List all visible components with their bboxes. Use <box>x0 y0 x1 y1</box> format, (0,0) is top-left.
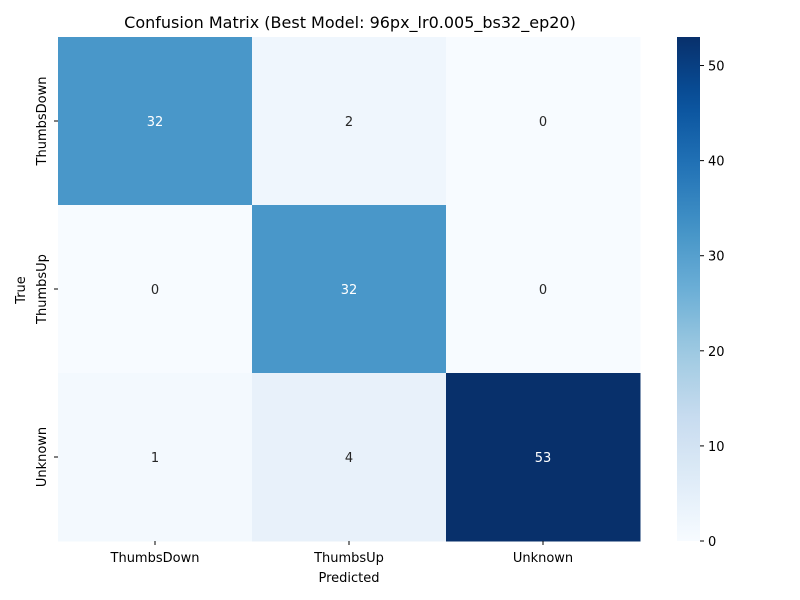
cell-value-label: 53 <box>535 451 552 466</box>
colorbar-ticks: 0 10 20 30 40 50 <box>700 60 725 550</box>
heatmap-cell <box>446 373 641 542</box>
cell-value-label: 32 <box>147 115 164 130</box>
cell-value-label: 0 <box>151 283 159 298</box>
heatmap-cell <box>252 205 447 374</box>
y-axis-label: True <box>14 276 29 305</box>
cell-value-label: 32 <box>341 283 358 298</box>
y-axis-ticks: ThumbsDown ThumbsUp Unknown <box>35 77 58 487</box>
x-tick-label: ThumbsDown <box>110 551 200 566</box>
colorbar-tick-label: 50 <box>708 60 725 75</box>
heatmap-cell <box>446 205 641 374</box>
heatmap-cell <box>446 37 641 206</box>
heatmap-cell <box>58 37 253 206</box>
y-tick-label: ThumbsUp <box>35 254 50 325</box>
colorbar-tick-label: 0 <box>708 535 716 550</box>
cell-value-label: 1 <box>151 451 159 466</box>
heatmap-cell <box>252 373 447 542</box>
x-tick-label: ThumbsUp <box>313 551 384 566</box>
cell-value-label: 0 <box>539 115 547 130</box>
heatmap-cell <box>58 373 253 542</box>
colorbar <box>677 37 700 541</box>
heatmap-cell <box>252 37 447 206</box>
colorbar-tick-label: 40 <box>708 155 725 170</box>
colorbar-tick-label: 10 <box>708 440 725 455</box>
colorbar-tick-label: 30 <box>708 250 725 265</box>
x-axis-ticks: ThumbsDown ThumbsUp Unknown <box>110 541 573 566</box>
cell-value-label: 2 <box>345 115 353 130</box>
cell-value-label: 4 <box>345 451 353 466</box>
cell-value-label: 0 <box>539 283 547 298</box>
y-tick-label: Unknown <box>35 427 50 487</box>
x-tick-label: Unknown <box>513 551 573 566</box>
x-axis-label: Predicted <box>318 571 379 586</box>
heatmap-cell <box>58 205 253 374</box>
y-tick-label: ThumbsDown <box>35 77 50 167</box>
heatmap-cells: 32 2 0 0 32 0 1 4 53 <box>58 37 641 542</box>
colorbar-tick-label: 20 <box>708 345 725 360</box>
chart-title: Confusion Matrix (Best Model: 96px_lr0.0… <box>124 13 576 33</box>
